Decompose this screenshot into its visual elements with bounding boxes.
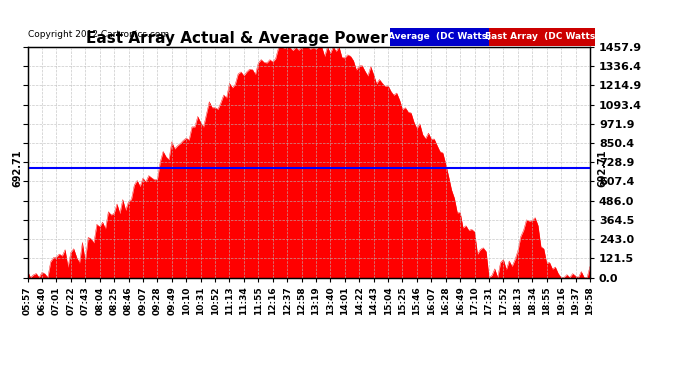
Text: 692.71: 692.71	[12, 149, 22, 187]
Text: 692.71: 692.71	[597, 149, 607, 187]
Text: Copyright 2012 Cartronics.com: Copyright 2012 Cartronics.com	[28, 30, 169, 39]
Text: Average  (DC Watts): Average (DC Watts)	[388, 32, 491, 41]
Text: East Array  (DC Watts): East Array (DC Watts)	[485, 32, 599, 41]
Title: East Array Actual & Average Power Tue Aug 7 20:05: East Array Actual & Average Power Tue Au…	[86, 31, 532, 46]
